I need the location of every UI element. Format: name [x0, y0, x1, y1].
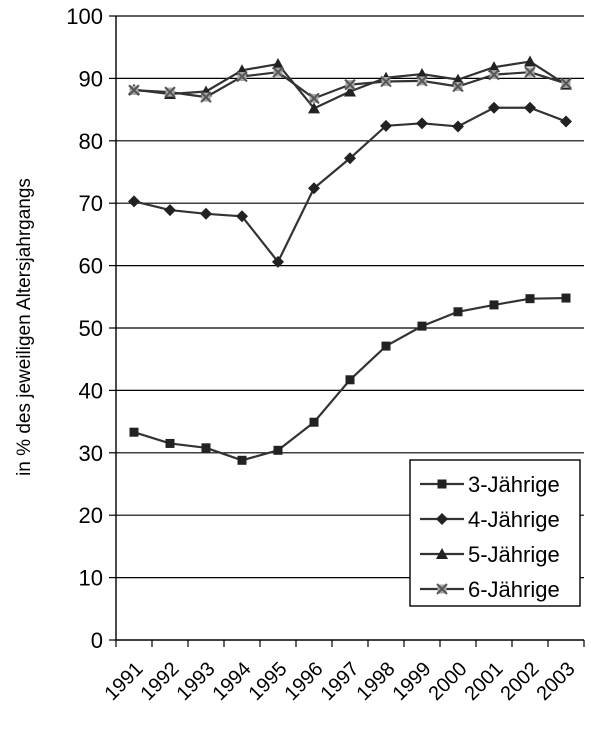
y-tick-label: 40 — [79, 378, 103, 403]
x-tick-label: 1999 — [389, 658, 436, 705]
data-point — [129, 427, 139, 437]
data-point — [525, 294, 535, 304]
data-point — [561, 293, 571, 303]
data-point — [416, 117, 428, 130]
data-point — [308, 182, 320, 195]
y-axis-label: in % des jeweiligen Altersjahrgangs — [14, 178, 35, 476]
data-point — [524, 66, 536, 78]
data-point — [165, 438, 175, 448]
x-tick-label: 2002 — [497, 658, 544, 705]
data-point — [345, 375, 355, 385]
data-point — [416, 68, 428, 80]
data-point — [272, 66, 284, 78]
data-point — [344, 78, 356, 91]
gridlines — [116, 15, 584, 579]
legend-entry: 3-Jährige — [420, 472, 560, 497]
legend-marker — [437, 479, 447, 489]
y-tick-label: 20 — [79, 503, 103, 528]
data-point — [273, 445, 283, 455]
data-point — [453, 307, 463, 317]
data-point — [200, 91, 212, 103]
legend-marker — [436, 513, 448, 525]
data-point — [452, 120, 464, 133]
data-point — [452, 80, 464, 93]
legend-marker — [436, 583, 448, 595]
data-point — [380, 119, 392, 132]
data-point — [560, 77, 572, 90]
data-point — [489, 300, 499, 310]
data-point — [308, 102, 320, 114]
x-tick-label: 1992 — [137, 658, 184, 705]
x-tick-label: 1998 — [353, 658, 400, 705]
y-tick-label: 100 — [66, 4, 103, 29]
series-1 — [129, 293, 571, 465]
series-line — [133, 106, 567, 263]
y-tick-label: 80 — [79, 129, 103, 154]
x-tick-label: 1994 — [209, 658, 256, 705]
data-point — [164, 204, 176, 217]
legend-entry: 4-Jährige — [420, 507, 560, 532]
x-tick-label: 1997 — [317, 658, 364, 705]
data-point — [381, 341, 391, 351]
y-tick-label: 10 — [79, 566, 103, 591]
data-point — [488, 101, 500, 114]
data-point — [524, 55, 536, 67]
x-tick-label: 2000 — [425, 658, 472, 705]
series-4 — [128, 66, 572, 105]
x-tick-label: 1995 — [245, 658, 292, 705]
data-point — [201, 443, 211, 453]
data-point — [272, 58, 284, 70]
data-point — [272, 255, 284, 268]
legend-entry: 5-Jährige — [420, 542, 560, 567]
x-tick-label: 1993 — [173, 658, 220, 705]
data-point — [128, 84, 140, 96]
legend-box — [409, 459, 581, 607]
data-point — [236, 210, 248, 223]
y-tick-label: 50 — [79, 316, 103, 341]
data-point — [488, 61, 500, 73]
x-tick-label: 2003 — [533, 658, 580, 705]
data-point — [200, 207, 212, 220]
data-point — [488, 68, 500, 81]
x-tick-label: 2001 — [461, 658, 508, 705]
data-point — [344, 85, 356, 97]
data-point — [416, 75, 428, 87]
data-point — [417, 321, 427, 331]
data-point — [344, 152, 356, 165]
data-point — [452, 73, 464, 85]
y-tick-label: 60 — [79, 254, 103, 279]
x-tick-label: 1996 — [281, 658, 328, 705]
y-tick-label: 70 — [79, 191, 103, 216]
legend-label: 5-Jährige — [468, 542, 560, 567]
data-point — [560, 115, 572, 128]
data-point — [309, 417, 319, 427]
y-tick-label: 30 — [79, 441, 103, 466]
data-point — [128, 195, 140, 208]
data-point — [164, 86, 176, 98]
legend-label: 6-Jährige — [468, 577, 560, 602]
y-tick-label: 0 — [91, 628, 103, 653]
series-2 — [128, 101, 572, 268]
data-point — [237, 455, 247, 465]
legend: 3-Jährige 4-Jährige 5-Jährige 6-Jährige — [409, 459, 581, 607]
y-tick-label: 90 — [79, 66, 103, 91]
legend-marker — [436, 548, 448, 559]
data-point — [524, 101, 536, 114]
x-tick-label: 1991 — [101, 658, 148, 705]
legend-label: 3-Jährige — [468, 472, 560, 497]
legend-entry: 6-Jährige — [420, 577, 560, 602]
data-point — [236, 70, 248, 83]
data-point — [308, 92, 320, 105]
legend-label: 4-Jährige — [468, 507, 560, 532]
series-lines — [128, 55, 572, 465]
data-point — [380, 75, 392, 88]
